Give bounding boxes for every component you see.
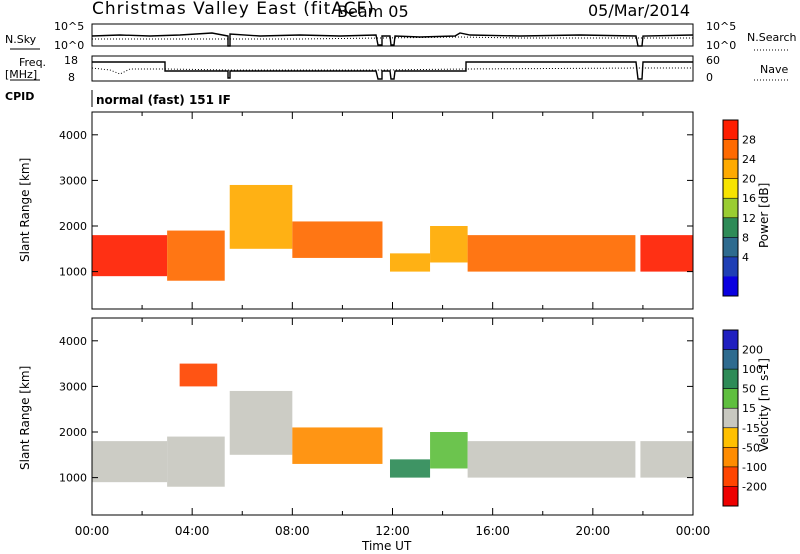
beam-label: Beam 05 (337, 2, 409, 21)
velocity-band-8 (640, 441, 693, 478)
power-cbar-tick-label: 16 (742, 192, 756, 205)
nsearch-label: N.Search (747, 31, 797, 44)
velocity-cbar-swatch (723, 330, 738, 351)
velocity-panel: 4000 3000 2000 1000 (59, 317, 694, 516)
power-cbar-swatch (723, 276, 738, 297)
cpid-label: CPID (5, 90, 34, 103)
power-ytick-label: 2000 (59, 220, 87, 233)
freq-tick-bottom: 8 (68, 71, 75, 84)
velocity-cbar-swatch (723, 486, 738, 507)
power-ytick-label: 4000 (59, 129, 87, 142)
nave-tick-top: 60 (706, 54, 720, 67)
freq-strip: Freq. [MHz] 18 8 60 0 Nave CPID normal (… (5, 54, 790, 107)
nsearch-tick-top: 10^5 (706, 20, 736, 33)
velocity-cbar-title: Velocity [m s-1] (757, 358, 771, 452)
noise-search-trace (92, 36, 693, 40)
velocity-band-2 (179, 363, 218, 387)
velocity-cbar-tick-label: -15 (742, 422, 760, 435)
freq-unit: [MHz] (5, 68, 37, 81)
power-cbar-tick-label: 8 (742, 231, 749, 244)
velocity-band-1 (167, 436, 225, 487)
velocity-band-4 (292, 427, 383, 464)
velocity-cbar-tick-label: 15 (742, 402, 756, 415)
noise-strip: N.Sky 10^5 10^0 N.Search 10^5 10^0 (5, 20, 797, 52)
x-tick-label: 12:00 (375, 524, 410, 538)
nsky-label: N.Sky (5, 33, 37, 46)
power-band-1 (167, 230, 225, 281)
velocity-cbar-swatch (723, 369, 738, 390)
velocity-ytick-label: 4000 (59, 335, 87, 348)
velocity-band-3 (229, 390, 293, 455)
power-cbar-swatch (723, 139, 738, 160)
nsearch-tick-bottom: 10^0 (706, 39, 736, 52)
power-cbar-swatch (723, 159, 738, 180)
x-tick-label: 16:00 (475, 524, 510, 538)
power-panel: 4000 3000 2000 1000 (59, 111, 694, 310)
velocity-band-7 (467, 441, 636, 478)
power-band-7 (640, 235, 693, 272)
power-band-5 (430, 226, 468, 263)
power-cbar-tick-label: 20 (742, 173, 756, 186)
power-ytick-label: 1000 (59, 266, 87, 279)
power-cbar-swatch (723, 198, 738, 219)
velocity-cbar-tick-label: -100 (742, 461, 767, 474)
velocity-cbar-tick-label: 100 (742, 363, 763, 376)
power-ytick-label: 3000 (59, 174, 87, 187)
power-ylabel: Slant Range [km] (18, 158, 32, 262)
x-tick-label: 04:00 (175, 524, 210, 538)
velocity-ytick-label: 2000 (59, 426, 87, 439)
velocity-cbar-swatch (723, 349, 738, 370)
plot-title: Christmas Valley East (fitACF) (92, 0, 375, 19)
power-cbar-tick-label: 28 (742, 134, 756, 147)
date-label: 05/Mar/2014 (588, 1, 690, 20)
velocity-cbar-tick-label: 200 (742, 344, 763, 357)
power-band-6 (467, 235, 636, 272)
cpid-value: normal (fast) 151 IF (96, 93, 231, 107)
velocity-band-6 (430, 432, 468, 469)
nsky-tick-top: 10^5 (54, 20, 84, 33)
power-band-0 (92, 235, 168, 277)
power-band-2 (229, 184, 293, 249)
velocity-cbar-swatch (723, 408, 738, 429)
x-axis-label: Time UT (361, 539, 412, 553)
power-cbar-tick-label: 24 (742, 153, 756, 166)
power-cbar-swatch (723, 178, 738, 199)
x-tick-label: 08:00 (275, 524, 310, 538)
velocity-cbar-tick-label: -50 (742, 441, 760, 454)
velocity-ylabel: Slant Range [km] (18, 366, 32, 470)
noise-sky-trace (91, 32, 694, 47)
velocity-cbar-tick-label: 50 (742, 383, 756, 396)
freq-tick-top: 18 (64, 54, 78, 67)
velocity-cbar-swatch (723, 466, 738, 487)
nsky-tick-bottom: 10^0 (54, 39, 84, 52)
power-cbar-swatch (723, 120, 738, 141)
velocity-ytick-label: 1000 (59, 472, 87, 485)
power-cbar-swatch (723, 256, 738, 277)
x-tick-label: 00:00 (75, 524, 110, 538)
power-cbar-swatch (723, 217, 738, 238)
power-cbar-tick-label: 12 (742, 212, 756, 225)
nave-label: Nave (760, 63, 788, 76)
freq-trace (92, 61, 693, 80)
x-tick-label: 00:00 (676, 524, 711, 538)
power-band-4 (389, 253, 431, 272)
velocity-band-5 (389, 459, 431, 478)
x-tick-label: 20:00 (576, 524, 611, 538)
power-cbar-tick-label: 4 (742, 251, 749, 264)
nave-tick-bottom: 0 (706, 71, 713, 84)
freq-label: Freq. (19, 56, 46, 69)
velocity-ytick-label: 3000 (59, 380, 87, 393)
velocity-cbar-tick-label: -200 (742, 480, 767, 493)
power-cbar-title: Power [dB] (757, 183, 771, 248)
velocity-cbar-swatch (723, 427, 738, 448)
velocity-band-0 (92, 441, 168, 483)
velocity-cbar-swatch (723, 447, 738, 468)
velocity-cbar-swatch (723, 388, 738, 409)
power-band-3 (292, 221, 383, 258)
power-cbar-swatch (723, 237, 738, 258)
